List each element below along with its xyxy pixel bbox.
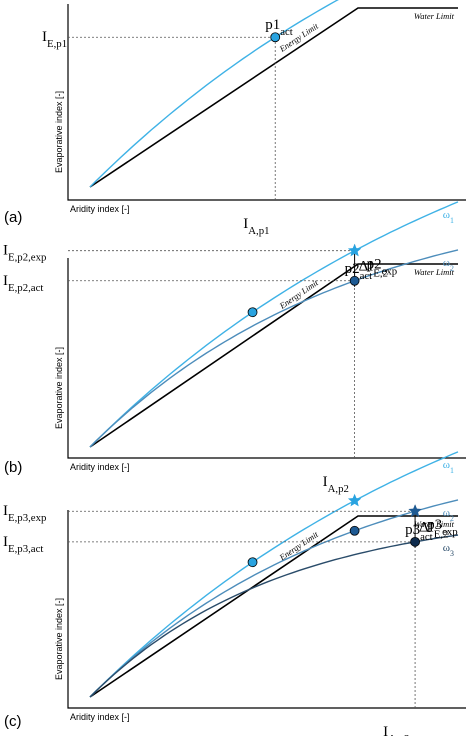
omega-label-1: ω1 (443, 459, 454, 475)
y-axis-title: Evaporative index [-] (54, 598, 64, 680)
x-axis-title: Aridity index [-] (70, 712, 130, 722)
y-guide-label-0: IE,p2,act (3, 273, 43, 294)
x-guide-label: IA,p3 (383, 724, 409, 736)
point-marker-2 (349, 525, 360, 536)
omega-curve-2 (89, 249, 459, 448)
point-marker-0 (247, 307, 258, 318)
x-guide-label: IA,p2 (323, 474, 349, 495)
point-marker-0 (270, 32, 281, 43)
y-guide-label-1: IE,p3,exp (3, 503, 46, 524)
point-star-1 (347, 493, 362, 507)
panel-tag: (a) (4, 209, 22, 226)
point-label-3: p3exp (427, 517, 458, 538)
point-marker-0 (247, 557, 258, 568)
x-axis-title: Aridity index [-] (70, 462, 130, 472)
axes-frame (67, 510, 466, 709)
y-guide-label-0: IE,p1 (42, 29, 67, 50)
point-star-3 (408, 504, 422, 517)
point-marker-2 (349, 275, 360, 286)
point-marker-4 (410, 536, 420, 547)
omega-label-2: ω2 (443, 257, 454, 273)
panel-tag: (c) (4, 713, 22, 730)
point-label-1: p2exp (367, 257, 398, 278)
energy-water-limit-line (89, 7, 458, 188)
omega-label-3: ω3 (443, 542, 454, 558)
omega-label-2: ω2 (443, 507, 454, 523)
point-star-1 (347, 243, 362, 257)
point-label-0: p1act (265, 17, 293, 38)
point-label-2: p2act (345, 261, 373, 282)
y-axis-title: Evaporative index [-] (54, 347, 64, 429)
delta-label: ΔIE,2 (419, 520, 448, 541)
water-limit-label: Water Limit (414, 11, 455, 21)
y-axis-title: Evaporative index [-] (54, 91, 64, 173)
axes-frame (67, 258, 466, 459)
water-limit-label: Water Limit (414, 267, 455, 277)
axes-frame (67, 4, 466, 201)
omega-curve-1 (89, 201, 459, 448)
energy-water-limit-line (89, 515, 458, 698)
y-guide-label-0: IE,p3,act (3, 534, 43, 555)
energy-water-limit-line (89, 263, 458, 448)
x-axis-title: Aridity index [-] (70, 204, 130, 214)
water-limit-label: Water Limit (414, 519, 455, 529)
point-label-4: p3act (405, 522, 433, 543)
omega-label-1: ω1 (443, 209, 454, 225)
omega-curve-3 (89, 534, 459, 698)
omega-curve-1 (89, 451, 459, 698)
delta-label: ΔIE,2 (359, 259, 388, 280)
x-guide-label: IA,p1 (243, 216, 269, 237)
omega-curve-2 (89, 499, 459, 698)
panel-tag: (b) (4, 459, 22, 476)
y-guide-label-1: IE,p2,exp (3, 243, 46, 264)
